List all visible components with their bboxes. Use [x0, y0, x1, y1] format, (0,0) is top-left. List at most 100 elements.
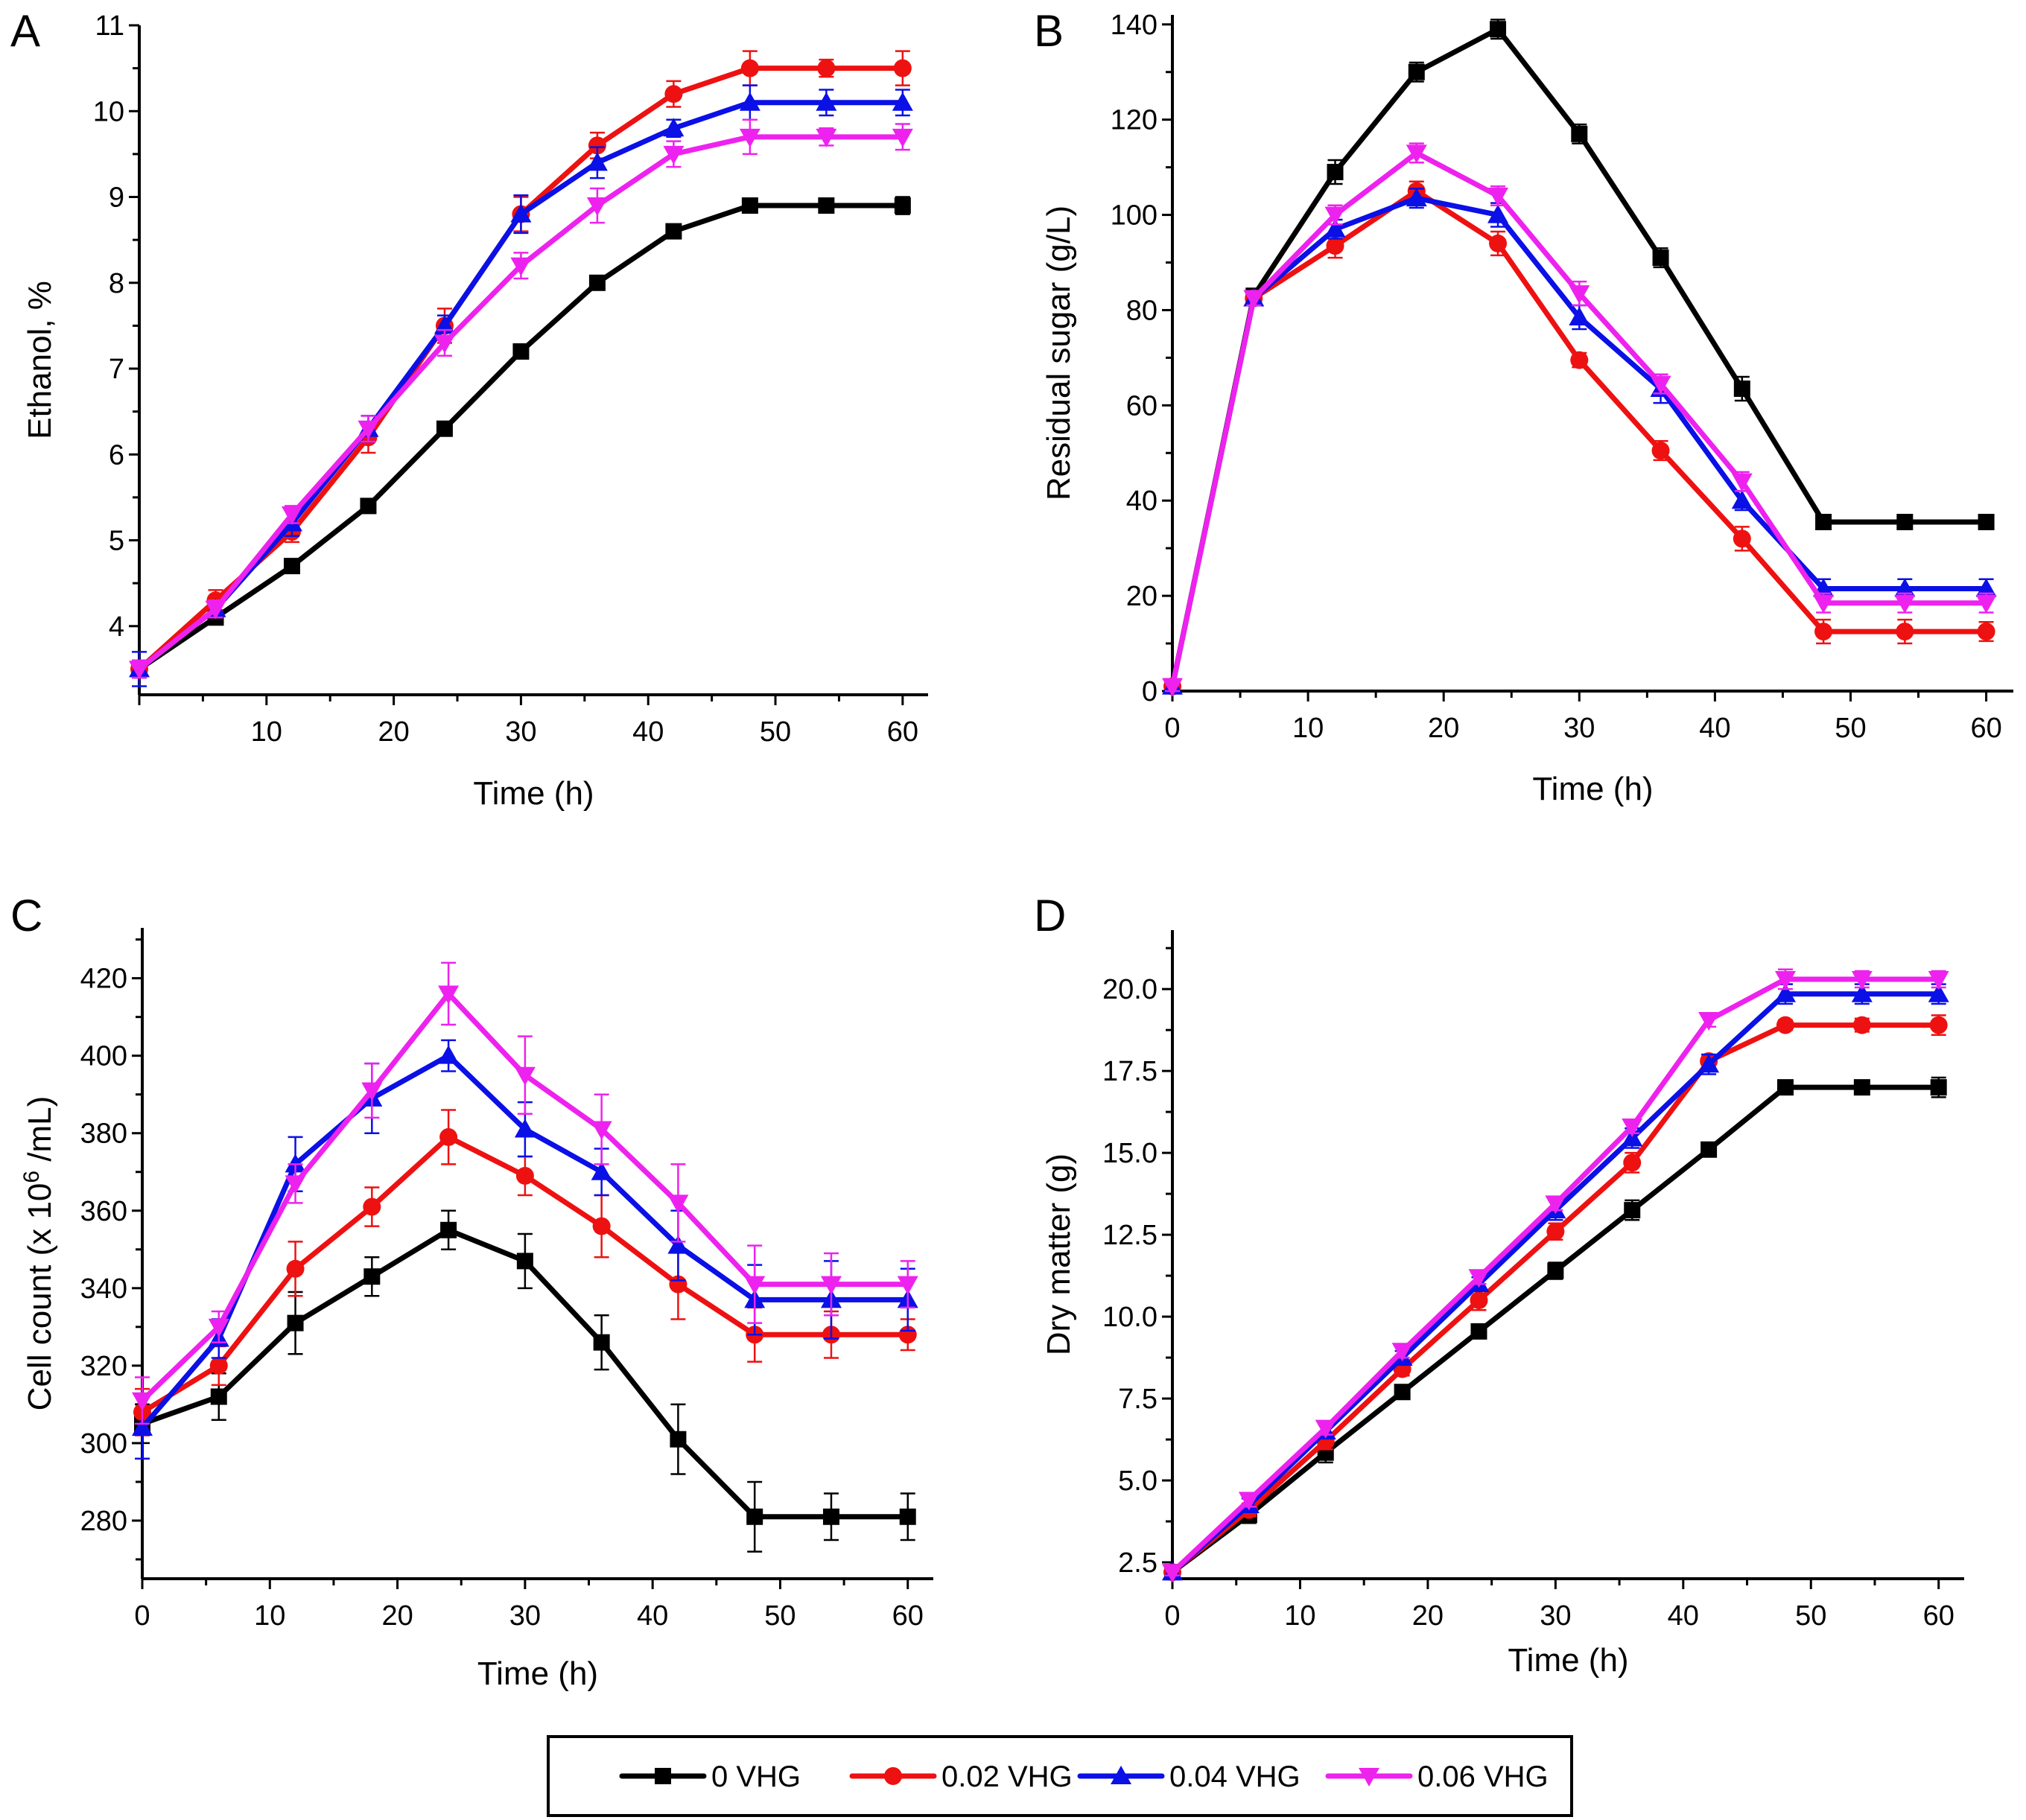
data-point [1930, 1079, 1947, 1096]
data-point [892, 128, 913, 147]
data-point [1975, 594, 1997, 614]
x-axis-title: Time (h) [1508, 1642, 1628, 1679]
data-point [897, 1276, 918, 1295]
y-tick-label: 2.5 [1118, 1547, 1158, 1579]
x-tick-label: 30 [509, 1600, 541, 1632]
data-point [358, 420, 379, 439]
data-point [667, 1235, 689, 1254]
data-point [514, 1066, 536, 1086]
legend-label: 0.06 VHG [1417, 1760, 1549, 1793]
x-axis-title: Time (h) [473, 775, 594, 812]
x-tick-label: 20 [378, 716, 409, 748]
x-tick-label: 10 [254, 1600, 285, 1632]
data-point [899, 1508, 916, 1525]
data-point [1975, 578, 1997, 597]
data-point [1324, 206, 1346, 226]
y-tick-label: 7 [109, 354, 124, 385]
data-point [893, 59, 912, 77]
data-point [1733, 529, 1751, 548]
x-tick-label: 60 [1970, 713, 2001, 744]
series-0-06-vhg [1162, 968, 1949, 1583]
data-point [1406, 144, 1427, 164]
data-point [1733, 380, 1750, 397]
data-point [591, 1121, 612, 1140]
legend-marker [884, 1767, 902, 1785]
x-tick-label: 40 [1699, 713, 1730, 744]
y-tick-label: 20 [1126, 581, 1158, 612]
data-point [1243, 290, 1265, 309]
y-axis-title-superscript: 6 [19, 1171, 44, 1183]
x-tick-label: 40 [637, 1600, 668, 1632]
series-line [1170, 1022, 1939, 1574]
data-point [1928, 983, 1949, 1002]
data-point [1547, 1262, 1564, 1279]
data-point [818, 197, 835, 214]
y-tick-label: 340 [80, 1273, 127, 1305]
data-point [1487, 187, 1509, 206]
data-point [1977, 623, 1995, 641]
x-tick-label: 60 [1923, 1600, 1954, 1632]
data-point [1731, 473, 1753, 492]
data-point [1470, 1323, 1487, 1340]
x-tick-label: 30 [505, 716, 536, 748]
data-point [1315, 1419, 1336, 1439]
series-0-02-vhg [130, 50, 912, 679]
x-tick-label: 50 [1835, 713, 1866, 744]
y-tick-label: 12.5 [1102, 1220, 1158, 1251]
data-point [1774, 970, 1796, 990]
data-point [820, 1276, 842, 1295]
series-line [1170, 1084, 1939, 1575]
series-0-vhg [134, 1209, 916, 1553]
data-point [1652, 249, 1669, 267]
data-point [740, 59, 759, 77]
x-tick-label: 0 [1164, 713, 1180, 744]
y-tick-label: 10 [93, 96, 124, 127]
data-point [286, 1259, 305, 1278]
data-point [516, 1253, 533, 1270]
data-point [1978, 514, 1995, 530]
x-tick-label: 10 [251, 716, 282, 748]
data-point [1489, 234, 1508, 252]
data-point [1894, 578, 1916, 597]
data-point [1813, 594, 1835, 614]
y-tick-label: 400 [80, 1041, 127, 1072]
data-point [285, 1175, 306, 1194]
x-tick-label: 40 [1668, 1600, 1699, 1632]
data-point [1468, 1269, 1490, 1288]
data-point [1776, 1079, 1794, 1096]
data-point [1623, 1154, 1642, 1172]
y-axis-title: Ethanol, % [22, 281, 58, 439]
series-0-vhg [1164, 1076, 1947, 1581]
data-point [894, 197, 911, 214]
y-tick-label: 420 [80, 964, 127, 995]
data-point [746, 1508, 763, 1525]
data-point [1570, 351, 1589, 369]
x-tick-label: 50 [1795, 1600, 1826, 1632]
data-point [1162, 1564, 1183, 1583]
data-point [670, 1431, 687, 1448]
data-point [816, 92, 837, 111]
x-tick-label: 40 [632, 716, 664, 748]
x-tick-label: 0 [1164, 1600, 1180, 1632]
panel-letter: B [1034, 6, 1064, 56]
data-point [436, 420, 453, 437]
y-axis-title: Residual sugar (g/L) [1041, 206, 1077, 500]
data-point [663, 118, 685, 137]
data-point [1698, 1054, 1720, 1073]
x-axis-title: Time (h) [1532, 771, 1653, 807]
data-point [510, 203, 532, 223]
data-point [593, 1334, 610, 1351]
data-point [361, 1082, 383, 1101]
data-point [440, 1221, 457, 1238]
y-tick-label: 280 [80, 1506, 127, 1537]
y-tick-label: 4 [109, 611, 124, 643]
data-point [129, 661, 150, 680]
data-point [210, 1388, 227, 1405]
legend-label: 0.04 VHG [1169, 1760, 1301, 1793]
data-point [132, 1417, 153, 1436]
legend-marker [655, 1768, 671, 1784]
y-tick-label: 6 [109, 439, 124, 471]
data-point [1162, 678, 1183, 697]
